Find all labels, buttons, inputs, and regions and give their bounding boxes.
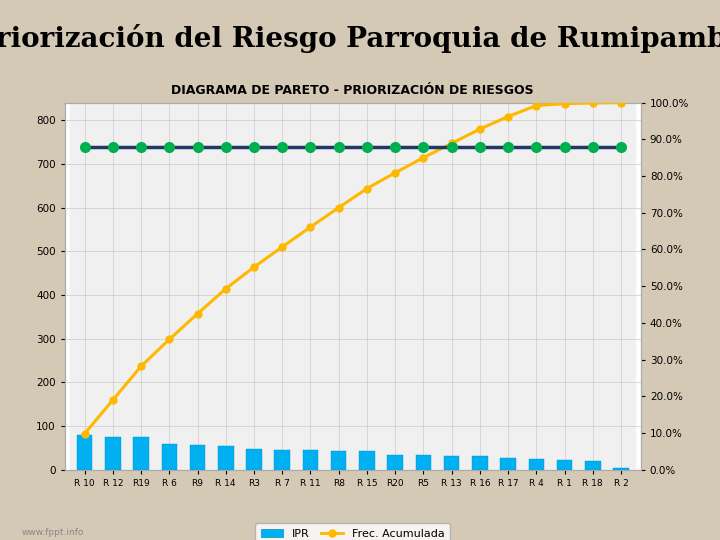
Bar	[444, 456, 459, 470]
Bar	[387, 455, 403, 470]
Bar	[331, 451, 346, 470]
Title: DIAGRAMA DE PARETO - PRIORIZACIÓN DE RIESGOS: DIAGRAMA DE PARETO - PRIORIZACIÓN DE RIE…	[171, 84, 534, 97]
Bar	[557, 460, 572, 470]
Bar	[585, 461, 600, 470]
Bar	[133, 437, 149, 470]
Bar	[613, 468, 629, 470]
Bar	[105, 437, 120, 470]
Bar	[359, 451, 374, 470]
Text: Priorización del Riesgo Parroquia de Rumipamba: Priorización del Riesgo Parroquia de Rum…	[0, 24, 720, 53]
Bar	[500, 457, 516, 470]
Text: www.fppt.info: www.fppt.info	[22, 528, 84, 537]
Bar	[302, 450, 318, 470]
Bar	[190, 445, 205, 470]
Bar	[274, 450, 290, 470]
Legend: IPR, Frec. Acumulada: IPR, Frec. Acumulada	[256, 523, 450, 540]
Bar	[472, 456, 487, 470]
Bar	[415, 455, 431, 470]
Bar	[77, 435, 92, 470]
Bar	[246, 449, 262, 470]
Bar	[528, 459, 544, 470]
Bar	[218, 446, 233, 470]
Bar	[161, 443, 177, 470]
